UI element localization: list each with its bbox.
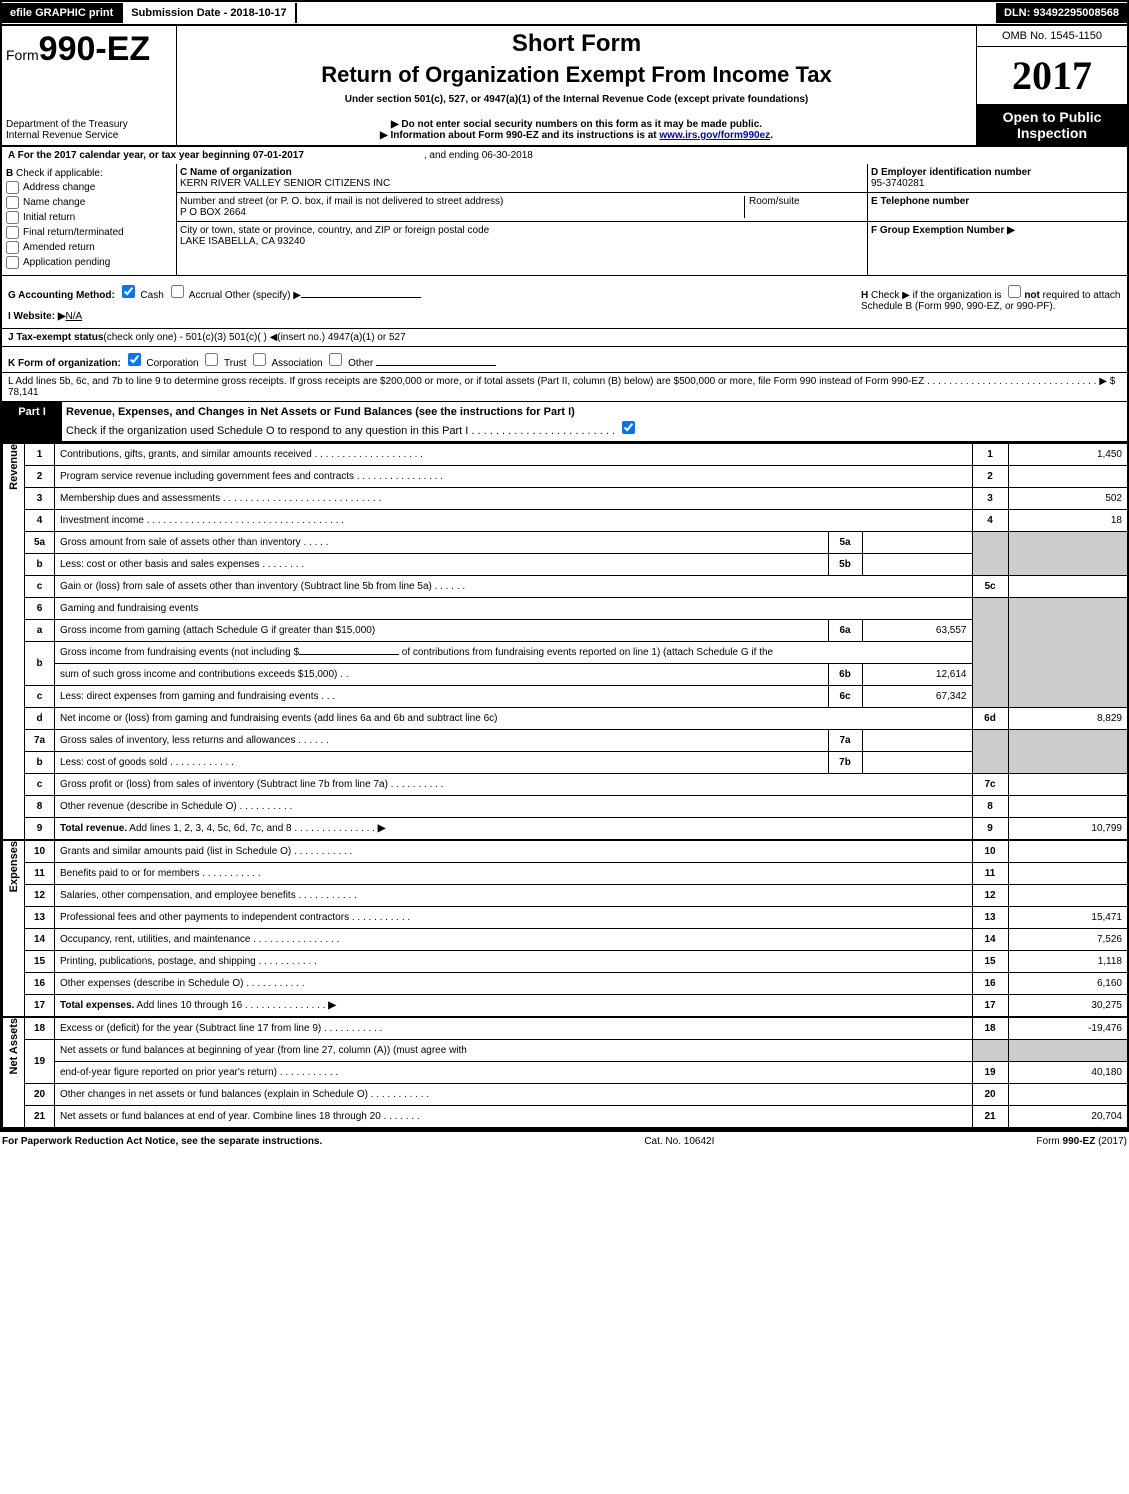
line-12: 12Salaries, other compensation, and empl…: [25, 885, 1129, 907]
cal-year-begin: A For the 2017 calendar year, or tax yea…: [8, 150, 304, 161]
line-3: 3Membership dues and assessments . . . .…: [25, 488, 1129, 510]
org-name: KERN RIVER VALLEY SENIOR CITIZENS INC: [180, 178, 864, 189]
org-street: P O BOX 2664: [180, 207, 744, 218]
street-box: Number and street (or P. O. box, if mail…: [177, 193, 867, 222]
line-9: 9Total revenue. Add lines 1, 2, 3, 4, 5c…: [25, 818, 1129, 840]
chk-accrual[interactable]: [171, 285, 184, 298]
line-7c: cGross profit or (loss) from sales of in…: [25, 774, 1129, 796]
row-g-h: G Accounting Method: Cash Accrual Other …: [0, 276, 1129, 329]
org-info-block: B Check if applicable: Address change Na…: [0, 164, 1129, 276]
part1-title: Revenue, Expenses, and Changes in Net As…: [62, 402, 1127, 441]
org-city: LAKE ISABELLA, CA 93240: [180, 236, 864, 247]
group-exemption-box: F Group Exemption Number ▶: [868, 222, 1127, 239]
dln-number: DLN: 93492295008568: [996, 3, 1127, 23]
net-assets-tab: Net Assets: [2, 1017, 24, 1128]
phone-box: E Telephone number: [868, 193, 1127, 222]
check-if-applicable: B Check if applicable: Address change Na…: [2, 164, 177, 275]
chk-final-return[interactable]: [6, 226, 19, 239]
line-6: 6Gaming and fundraising events: [25, 598, 1129, 620]
line-7a: 7aGross sales of inventory, less returns…: [25, 730, 1129, 752]
city-box: City or town, state or province, country…: [177, 222, 867, 250]
form-number: Form990-EZ: [6, 30, 172, 69]
omb-number: OMB No. 1545-1150: [977, 26, 1127, 47]
chk-name-change[interactable]: [6, 196, 19, 209]
efile-print-button[interactable]: efile GRAPHIC print: [2, 3, 123, 23]
instructions-link[interactable]: www.irs.gov/form990ez: [659, 130, 770, 141]
top-bar: efile GRAPHIC print Submission Date - 20…: [0, 0, 1129, 26]
revenue-section: Revenue 1Contributions, gifts, grants, a…: [0, 443, 1129, 840]
line-5c: cGain or (loss) from sale of assets othe…: [25, 576, 1129, 598]
chk-app-pending[interactable]: [6, 256, 19, 269]
expenses-tab: Expenses: [2, 840, 24, 1017]
open-to-public: Open to Public Inspection: [977, 105, 1127, 145]
line-19-1: 19Net assets or fund balances at beginni…: [25, 1040, 1129, 1062]
footer-left: For Paperwork Reduction Act Notice, see …: [2, 1136, 322, 1147]
line-6d: dNet income or (loss) from gaming and fu…: [25, 708, 1129, 730]
form-instructions: ▶ Do not enter social security numbers o…: [185, 119, 968, 141]
line-6b-2: sum of such gross income and contributio…: [25, 664, 1129, 686]
org-name-box: C Name of organization KERN RIVER VALLEY…: [177, 164, 867, 193]
room-suite: Room/suite: [744, 196, 864, 218]
right-block: OMB No. 1545-1150 2017 Open to Public In…: [977, 26, 1127, 145]
line-4: 4Investment income . . . . . . . . . . .…: [25, 510, 1129, 532]
row-l: L Add lines 5b, 6c, and 7b to line 9 to …: [0, 373, 1129, 401]
chk-corp[interactable]: [128, 353, 141, 366]
chk-h[interactable]: [1008, 285, 1021, 298]
line-15: 15Printing, publications, postage, and s…: [25, 951, 1129, 973]
ein-box: D Employer identification number 95-3740…: [868, 164, 1127, 193]
form-subtitle: Under section 501(c), 527, or 4947(a)(1)…: [185, 94, 968, 105]
page-footer: For Paperwork Reduction Act Notice, see …: [0, 1130, 1129, 1151]
line-1: 1Contributions, gifts, grants, and simil…: [25, 444, 1129, 466]
chk-cash[interactable]: [122, 285, 135, 298]
chk-address-change[interactable]: [6, 181, 19, 194]
line-20: 20Other changes in net assets or fund ba…: [25, 1084, 1129, 1106]
ein: 95-3740281: [871, 178, 1124, 189]
line-5b: bLess: cost or other basis and sales exp…: [25, 554, 1129, 576]
line-13: 13Professional fees and other payments t…: [25, 907, 1129, 929]
website: N/A: [66, 311, 83, 322]
net-assets-section: Net Assets 18Excess or (deficit) for the…: [0, 1017, 1129, 1130]
line-6a: aGross income from gaming (attach Schedu…: [25, 620, 1129, 642]
check-h: H Check ▶ if the organization is not req…: [861, 282, 1121, 322]
line-14: 14Occupancy, rent, utilities, and mainte…: [25, 929, 1129, 951]
footer-right: Form 990-EZ (2017): [1036, 1136, 1127, 1147]
line-17: 17Total expenses. Add lines 10 through 1…: [25, 995, 1129, 1017]
chk-other[interactable]: [329, 353, 342, 366]
line-19-2: end-of-year figure reported on prior yea…: [25, 1062, 1129, 1084]
row-j: J Tax-exempt status(check only one) - 50…: [0, 329, 1129, 347]
chk-assoc[interactable]: [253, 353, 266, 366]
line-10: 10Grants and similar amounts paid (list …: [25, 841, 1129, 863]
line-5a: 5aGross amount from sale of assets other…: [25, 532, 1129, 554]
footer-catno: Cat. No. 10642I: [644, 1136, 714, 1147]
accounting-method-label: G Accounting Method:: [8, 290, 115, 301]
line-11: 11Benefits paid to or for members . . . …: [25, 863, 1129, 885]
chk-initial-return[interactable]: [6, 211, 19, 224]
chk-amended-return[interactable]: [6, 241, 19, 254]
expenses-section: Expenses 10Grants and similar amounts pa…: [0, 840, 1129, 1017]
chk-schedule-o[interactable]: [622, 421, 635, 434]
line-16: 16Other expenses (describe in Schedule O…: [25, 973, 1129, 995]
line-18: 18Excess or (deficit) for the year (Subt…: [25, 1018, 1129, 1040]
line-8: 8Other revenue (describe in Schedule O) …: [25, 796, 1129, 818]
line-7b: bLess: cost of goods sold . . . . . . . …: [25, 752, 1129, 774]
submission-date: Submission Date - 2018-10-17: [123, 3, 296, 23]
line-6c: cLess: direct expenses from gaming and f…: [25, 686, 1129, 708]
form-id-block: Form990-EZ Department of the Treasury In…: [2, 26, 177, 145]
chk-trust[interactable]: [205, 353, 218, 366]
line-21: 21Net assets or fund balances at end of …: [25, 1106, 1129, 1128]
title-block: Short Form Return of Organization Exempt…: [177, 26, 977, 145]
revenue-tab: Revenue: [2, 443, 24, 840]
line-6b-1: bGross income from fundraising events (n…: [25, 642, 1129, 664]
tax-year: 2017: [977, 47, 1127, 105]
row-k: K Form of organization: Corporation Trus…: [0, 347, 1129, 373]
website-label: I Website: ▶: [8, 311, 66, 322]
form-title: Return of Organization Exempt From Incom…: [185, 62, 968, 88]
cal-year-end: , and ending 06-30-2018: [424, 150, 533, 161]
short-form-label: Short Form: [185, 30, 968, 58]
part1-label: Part I: [2, 402, 62, 441]
form-header: Form990-EZ Department of the Treasury In…: [0, 26, 1129, 147]
line-2: 2Program service revenue including gover…: [25, 466, 1129, 488]
dept-treasury: Department of the Treasury Internal Reve…: [6, 119, 172, 141]
part1-header: Part I Revenue, Expenses, and Changes in…: [0, 401, 1129, 443]
